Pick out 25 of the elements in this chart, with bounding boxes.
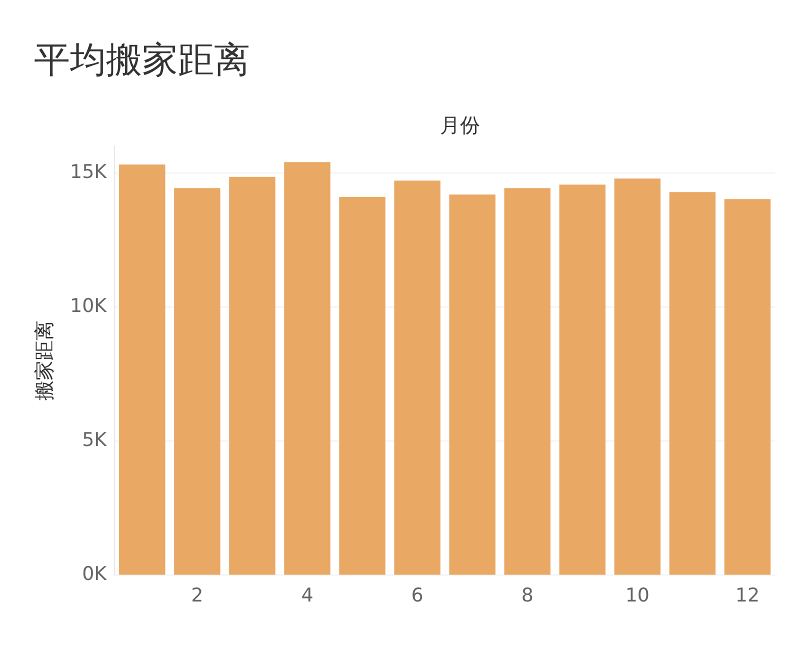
x-tick-label: 4	[301, 584, 314, 607]
bar	[559, 184, 606, 575]
y-tick-label: 5K	[82, 429, 108, 452]
bar	[504, 188, 550, 575]
x-tick-label: 6	[411, 584, 424, 607]
x-tick-label: 2	[191, 584, 204, 607]
bar	[724, 199, 771, 575]
bar	[339, 196, 386, 575]
bar	[229, 176, 276, 575]
x-tick-label: 12	[735, 584, 760, 607]
x-axis-title: 月份	[439, 112, 481, 139]
x-tick-label: 8	[521, 584, 534, 607]
bar	[174, 188, 220, 575]
y-tick-label: 0K	[82, 563, 108, 586]
y-axis-title: 搬家距离	[32, 320, 56, 401]
bar	[394, 180, 440, 575]
bar	[449, 194, 496, 575]
bar	[669, 192, 716, 575]
y-tick-label: 10K	[70, 294, 108, 317]
x-tick-label: 10	[625, 584, 650, 607]
bar	[284, 162, 330, 575]
y-tick-label: 15K	[70, 160, 108, 183]
bar	[614, 178, 661, 575]
bar	[119, 164, 166, 575]
chart-title: 平均搬家距离	[34, 39, 250, 83]
